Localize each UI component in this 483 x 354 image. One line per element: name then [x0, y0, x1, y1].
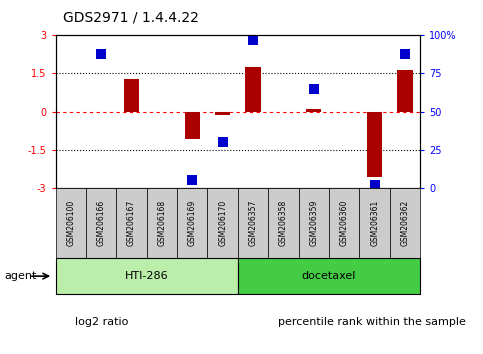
- Bar: [238, 188, 268, 258]
- Text: GSM206170: GSM206170: [218, 200, 227, 246]
- Point: [401, 51, 409, 57]
- Text: GSM206169: GSM206169: [188, 200, 197, 246]
- Text: HTI-286: HTI-286: [125, 271, 169, 281]
- Point: [219, 139, 227, 145]
- Bar: [268, 188, 298, 258]
- Point: [188, 177, 196, 183]
- Bar: [306, 109, 322, 112]
- Text: GSM206362: GSM206362: [400, 200, 410, 246]
- Point: [97, 51, 105, 57]
- Text: GSM206361: GSM206361: [370, 200, 379, 246]
- Bar: [238, 258, 420, 294]
- Point: [310, 86, 318, 91]
- Bar: [147, 188, 177, 258]
- Bar: [367, 112, 382, 177]
- Bar: [359, 188, 390, 258]
- Text: GSM206167: GSM206167: [127, 200, 136, 246]
- Bar: [56, 258, 238, 294]
- Text: GSM206357: GSM206357: [249, 200, 257, 246]
- Text: GDS2971 / 1.4.4.22: GDS2971 / 1.4.4.22: [63, 11, 199, 25]
- Bar: [185, 112, 200, 139]
- Bar: [116, 188, 147, 258]
- Bar: [215, 112, 230, 115]
- Text: GSM206168: GSM206168: [157, 200, 167, 246]
- Bar: [177, 188, 208, 258]
- Bar: [298, 188, 329, 258]
- Text: GSM206359: GSM206359: [309, 200, 318, 246]
- Text: log2 ratio: log2 ratio: [75, 317, 128, 327]
- Text: agent: agent: [5, 271, 37, 281]
- Bar: [245, 67, 261, 112]
- Text: percentile rank within the sample: percentile rank within the sample: [278, 317, 466, 327]
- Text: docetaxel: docetaxel: [302, 271, 356, 281]
- Text: GSM206360: GSM206360: [340, 200, 349, 246]
- Bar: [208, 188, 238, 258]
- Bar: [124, 79, 139, 112]
- Bar: [86, 188, 116, 258]
- Point: [249, 37, 257, 43]
- Text: GSM206358: GSM206358: [279, 200, 288, 246]
- Text: GSM206166: GSM206166: [97, 200, 106, 246]
- Bar: [398, 70, 412, 112]
- Bar: [390, 188, 420, 258]
- Point: [371, 182, 379, 187]
- Text: GSM206100: GSM206100: [66, 200, 75, 246]
- Bar: [56, 188, 86, 258]
- Bar: [329, 188, 359, 258]
